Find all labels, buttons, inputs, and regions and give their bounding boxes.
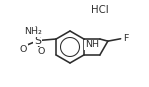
Text: O: O	[37, 48, 45, 56]
Text: F: F	[123, 34, 128, 43]
Text: NH: NH	[85, 41, 99, 50]
Text: HCl: HCl	[91, 5, 109, 15]
Text: O: O	[20, 45, 27, 54]
Text: S: S	[34, 36, 41, 46]
Text: NH₂: NH₂	[24, 27, 42, 37]
